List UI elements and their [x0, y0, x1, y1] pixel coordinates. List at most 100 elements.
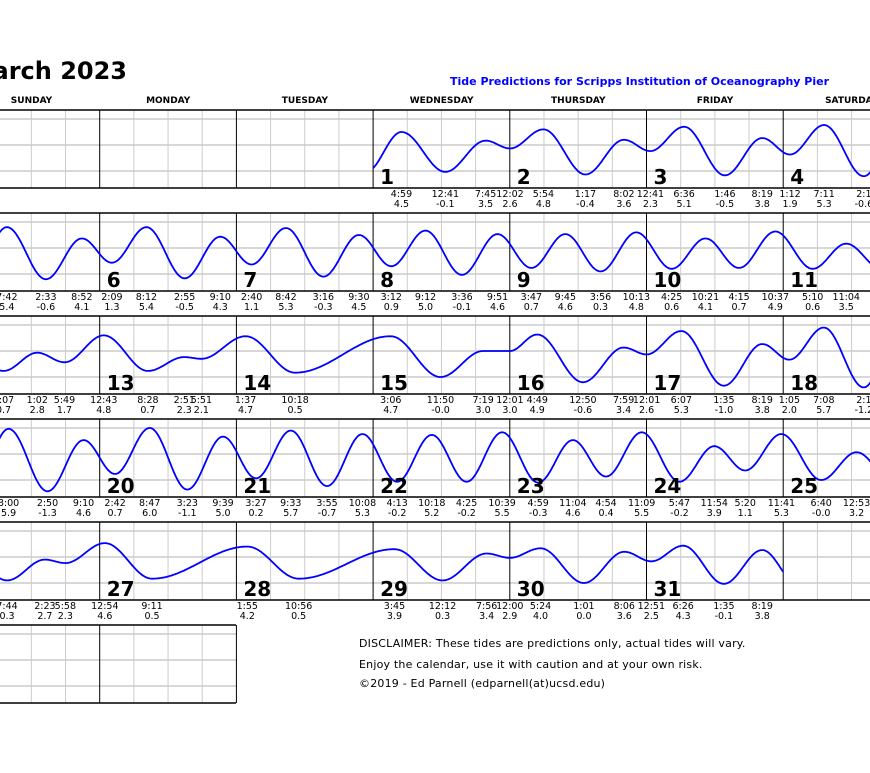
tide-time: 8:52: [71, 292, 93, 303]
tide-height: 1.1: [244, 302, 260, 313]
tide-time: 9:33: [280, 498, 302, 509]
tide-label: 9:10 4.6: [73, 499, 94, 519]
tide-label: 10:39 5.5: [488, 499, 515, 519]
tide-time: 8:19: [751, 395, 773, 406]
tide-height: -0.3: [528, 508, 548, 519]
tide-label: 12:54 4.6: [91, 602, 118, 622]
day-number: 7: [243, 268, 258, 292]
tide-time: 11:09: [627, 498, 656, 509]
day-number: 23: [516, 474, 545, 498]
day-header-thursday: THURSDAY: [551, 96, 606, 106]
tide-time: 1:17: [574, 189, 597, 200]
day-header-tuesday: TUESDAY: [281, 96, 328, 106]
tide-label: 4:15 0.7: [728, 293, 749, 313]
tide-height: 5.1: [676, 199, 692, 210]
tide-label: 9:10 4.3: [210, 293, 231, 313]
tide-label: 12:43 4.8: [90, 396, 117, 416]
tide-label: 11:04 3.5: [833, 293, 860, 313]
tide-height: 0.5: [287, 405, 303, 416]
tide-time: 9:11: [141, 601, 163, 612]
tide-height: 1.3: [104, 302, 120, 313]
tide-height: 3.0: [475, 405, 491, 416]
tide-label: 8:06 3.6: [614, 602, 635, 622]
tide-time: 12:51: [637, 601, 666, 612]
tide-height: 0.7: [140, 405, 156, 416]
tide-time: 12:50: [569, 395, 597, 406]
day-number: 2: [516, 165, 531, 189]
tide-height: 5.9: [1, 508, 17, 519]
tide-label: 4:59 -0.3: [528, 499, 549, 519]
tide-label: 8:19 3.8: [752, 190, 773, 210]
tide-height: 4.6: [75, 508, 92, 519]
tide-time: 10:37: [761, 292, 790, 303]
tide-label: 1:35 -1.0: [713, 396, 734, 416]
tide-time: 1:35: [713, 601, 735, 612]
tide-time: 8:19: [751, 601, 773, 612]
tide-time: 3:36: [451, 292, 473, 303]
tide-height: 4.2: [239, 611, 255, 622]
tide-height: -0.5: [175, 302, 194, 313]
tide-height: 3.6: [616, 611, 632, 622]
tide-height: 5.3: [278, 302, 294, 313]
tide-time: 1:05: [778, 395, 801, 406]
month-title: March 2023: [0, 57, 127, 85]
day-number: 28: [243, 577, 272, 601]
tide-time: 8:42: [275, 292, 297, 303]
tide-time: 7:56: [475, 601, 498, 612]
tide-time: 1:37: [234, 395, 257, 406]
tide-label: 9:51 4.6: [487, 293, 508, 313]
tide-height: -0.3: [314, 302, 333, 313]
tide-label: 1:55 4.2: [237, 602, 258, 622]
tide-label: 5:10 0.6: [802, 293, 823, 313]
tide-height: 3.2: [849, 508, 865, 519]
tide-time: 2:33: [35, 292, 57, 303]
tide-label: 4:25 -0.2: [456, 499, 477, 519]
tide-height: -0.0: [811, 508, 831, 519]
tide-label: 10:18 5.2: [418, 499, 445, 519]
disclaimer-line: DISCLAIMER: These tides are predictions …: [359, 637, 746, 650]
tide-label: 1:02 2.8: [27, 396, 48, 416]
tide-time: 12:01: [496, 395, 524, 406]
tide-height: 4.8: [535, 199, 551, 210]
tide-height: 0.5: [291, 611, 307, 622]
tide-label: 5:47 -0.2: [669, 499, 690, 519]
tide-height: -0.5: [715, 199, 735, 210]
tide-height: 3.6: [616, 199, 632, 210]
day-number: 3: [653, 165, 668, 189]
tide-label: 5:54 4.8: [533, 190, 554, 210]
day-number: 4: [790, 165, 805, 189]
tide-label: 3:47 0.7: [521, 293, 542, 313]
day-number: 14: [243, 371, 272, 395]
tide-height: 4.9: [529, 405, 545, 416]
tide-height: 5.5: [634, 508, 650, 519]
tide-height: 2.5: [643, 611, 659, 622]
tide-label: 7:59 3.4: [613, 396, 634, 416]
tide-height: 0.7: [0, 405, 12, 416]
tide-label: 7:45 3.5: [475, 190, 496, 210]
tide-time: 12:12: [428, 601, 457, 612]
tide-label: 7:425.4: [0, 293, 18, 313]
tide-time: 12:54: [91, 601, 119, 612]
tide-label: 12:51 2.5: [638, 602, 665, 622]
tide-time: 1:01: [573, 601, 595, 612]
tide-height: 4.5: [351, 302, 367, 313]
tide-label: 1:35 -0.1: [713, 602, 734, 622]
tide-height: 3.5: [478, 199, 494, 210]
tide-label: 2:55 -0.5: [174, 293, 195, 313]
tide-height: 3.8: [754, 199, 770, 210]
tide-label: 2:42 0.7: [104, 499, 125, 519]
tide-label: 7:11 5.3: [813, 190, 834, 210]
tide-height: -0.1: [436, 199, 455, 210]
tide-label: 10:18 0.5: [281, 396, 308, 416]
tide-label: 7:440.3: [0, 602, 18, 622]
tide-label: 3:23 -1.1: [177, 499, 198, 519]
tide-height: 2.3: [642, 199, 658, 210]
tide-height: 0.9: [383, 302, 399, 313]
tide-label: 4:54 0.4: [595, 499, 616, 519]
tide-height: 0.7: [107, 508, 123, 519]
tide-label: 4:13 -0.2: [386, 499, 407, 519]
tide-label: 8:00 5.9: [0, 499, 19, 519]
tide-label: 8:12 5.4: [136, 293, 157, 313]
tide-label: 12:02 2.6: [496, 190, 523, 210]
tide-label: 8:52 4.1: [71, 293, 92, 313]
